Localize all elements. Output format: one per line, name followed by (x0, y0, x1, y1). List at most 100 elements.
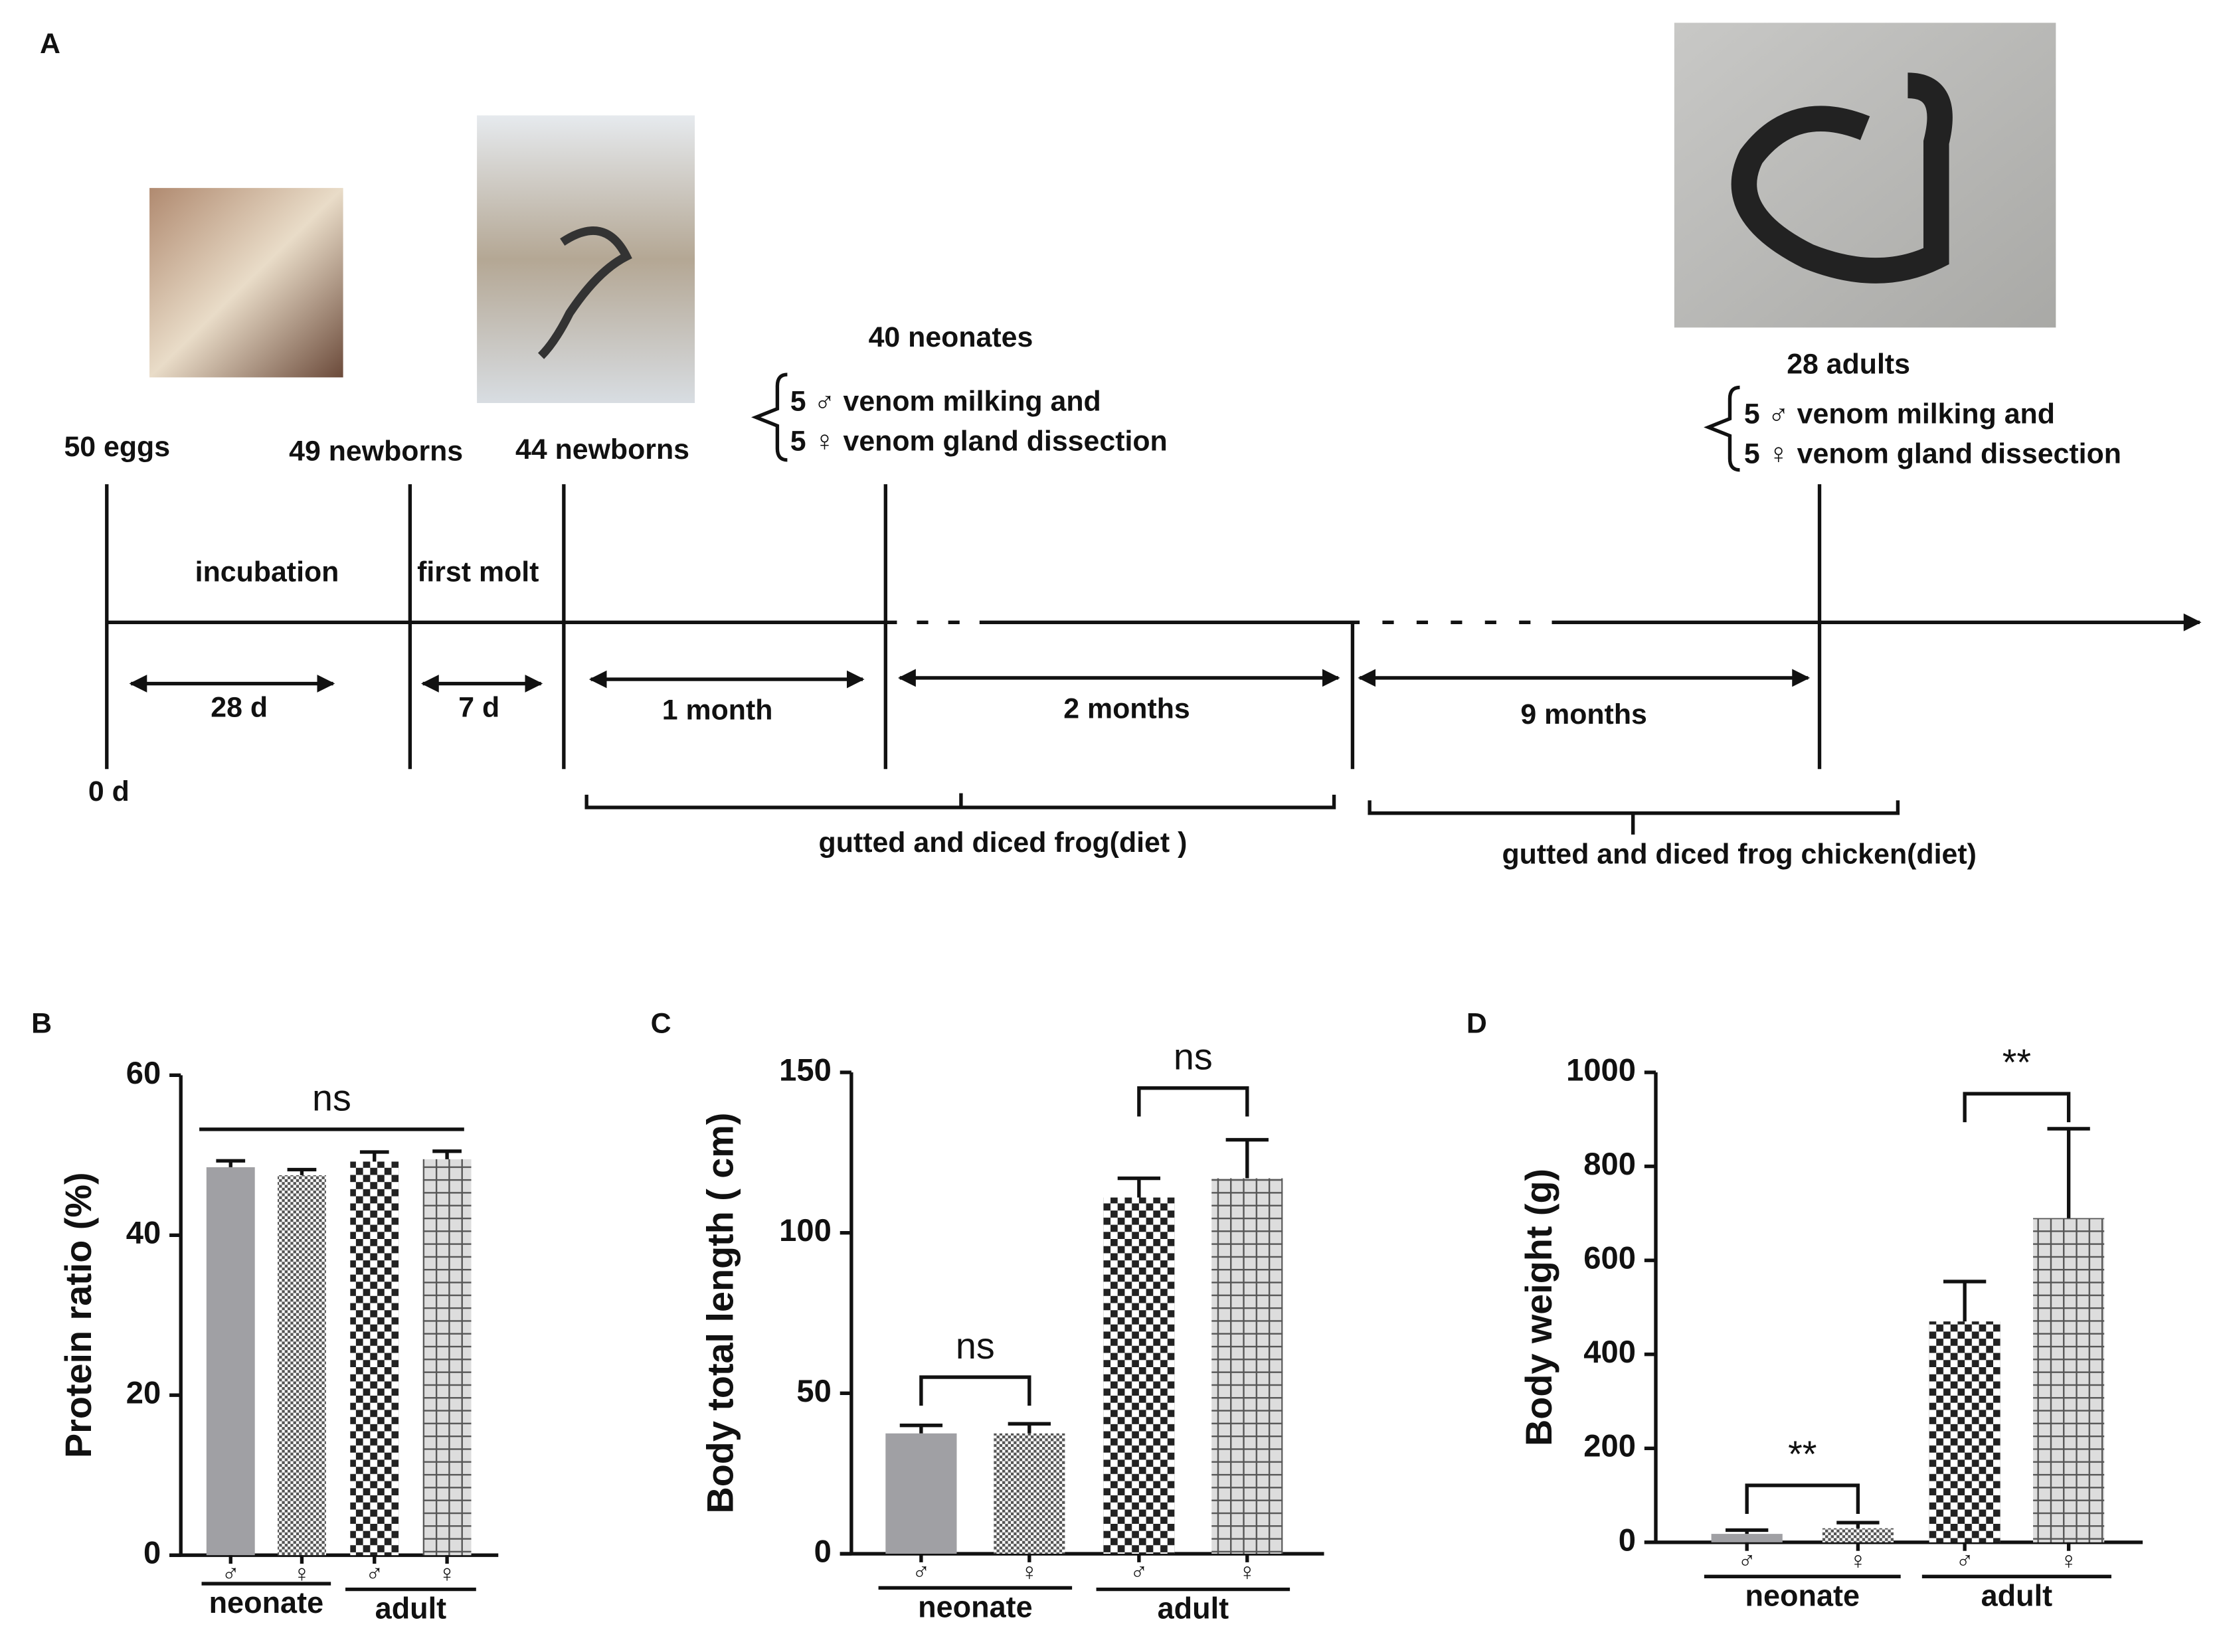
error-bar (1008, 1422, 1051, 1434)
error-bar (432, 1149, 462, 1159)
y-tick-label: 200 (1583, 1428, 1636, 1463)
x-tick-label: ♀ (438, 1560, 456, 1587)
snake-shape (1731, 72, 1953, 284)
y-tick-label: 20 (126, 1375, 161, 1410)
significance-bracket (1137, 1086, 1249, 1117)
duration: 2 months (1063, 693, 1190, 725)
duration: 7 d (458, 691, 499, 723)
significance-label: ns (312, 1078, 351, 1119)
photo-eggs (149, 188, 343, 378)
duration: 9 months (1520, 699, 1647, 730)
event: 28 adults (1787, 349, 1910, 380)
group-label: adult (1158, 1592, 1229, 1625)
duration: 28 d (211, 691, 268, 723)
y-tick-label: 0 (143, 1535, 161, 1570)
y-axis-label: Protein ratio (%) (58, 1172, 99, 1458)
x-tick-label: ♀ (1238, 1558, 1256, 1586)
x-tick-label: ♀ (1020, 1558, 1038, 1586)
bar (1929, 1321, 2000, 1542)
significance-label: ** (1788, 1434, 1817, 1475)
error-bar (359, 1150, 389, 1162)
error-bar (216, 1159, 246, 1167)
y-tick-label: 150 (779, 1052, 832, 1087)
stage-lines (105, 484, 1822, 770)
significance-label: ns (1174, 1036, 1213, 1077)
y-tick-label: 60 (126, 1055, 161, 1090)
significance-bracket (919, 1375, 1031, 1406)
significance-bracket (1963, 1092, 2071, 1123)
y-tick-label: 800 (1583, 1146, 1636, 1181)
x-tick-label: ♂ (365, 1560, 383, 1587)
diet: gutted and diced frog chicken(diet) (1502, 838, 1976, 870)
significance-label: ** (2002, 1042, 2031, 1083)
y-tick-label: 0 (1619, 1522, 1636, 1557)
panel-label: B (31, 1008, 52, 1040)
bar (994, 1433, 1065, 1554)
start-label: 0 d (88, 776, 130, 807)
sampling: 5 ♂ venom milking and (790, 385, 1101, 417)
panel-label: A (40, 28, 60, 60)
bar (422, 1159, 472, 1556)
y-tick-label: 100 (779, 1212, 832, 1248)
sampling: 5 ♀ venom gland dissection (1744, 438, 2121, 470)
photo-newborn (477, 115, 695, 403)
error-bar (287, 1167, 317, 1175)
error-bar (1225, 1137, 1269, 1179)
phase: incubation (195, 556, 339, 588)
duration-arrows (129, 669, 1811, 693)
bar (1711, 1534, 1783, 1542)
y-tick-label: 600 (1583, 1240, 1636, 1276)
x-tick-label: ♂ (1130, 1558, 1148, 1586)
error-bar (1117, 1176, 1161, 1198)
group-label: neonate (918, 1590, 1033, 1624)
error-bar (1726, 1528, 1769, 1534)
bar (2033, 1218, 2105, 1542)
error-bar (899, 1424, 943, 1434)
group-label: neonate (1745, 1578, 1860, 1612)
y-tick-label: 50 (796, 1373, 831, 1408)
y-axis-label: Body total length ( cm) (700, 1113, 741, 1514)
bar (885, 1433, 957, 1554)
sampling: 5 ♀ venom gland dissection (790, 425, 1168, 457)
diet-bracket (584, 793, 1336, 809)
phase: first molt (417, 556, 539, 588)
y-axis-label: Body weight (g) (1518, 1169, 1559, 1446)
sampling: 5 ♂ venom milking and (1744, 398, 2055, 430)
diet-bracket (1368, 800, 1900, 835)
panel-label: C (651, 1008, 671, 1040)
bar (350, 1161, 399, 1556)
y-tick-label: 40 (126, 1215, 161, 1250)
event: 50 eggs (64, 431, 170, 463)
x-tick-label: ♀ (1849, 1546, 1867, 1574)
bar (278, 1175, 326, 1556)
event: 40 neonates (869, 321, 1033, 353)
bar (1822, 1528, 1894, 1542)
error-bar (2047, 1127, 2090, 1218)
bar (1211, 1178, 1283, 1554)
snake-shape (537, 226, 632, 359)
y-tick-label: 400 (1583, 1334, 1636, 1369)
duration: 1 month (662, 695, 773, 726)
event: 44 newborns (515, 434, 689, 465)
y-tick-label: 0 (814, 1533, 832, 1568)
event: 49 newborns (289, 435, 463, 467)
brace (1704, 385, 1740, 472)
x-tick-label: ♂ (1738, 1546, 1756, 1574)
x-tick-label: ♀ (2060, 1546, 2078, 1574)
group-label: neonate (209, 1586, 324, 1619)
brace (751, 372, 788, 462)
bar (206, 1167, 255, 1556)
error-bar (1836, 1521, 1880, 1528)
diet: gutted and diced frog(diet ) (819, 827, 1188, 859)
group-label: adult (1981, 1578, 2053, 1612)
significance-bracket (1745, 1483, 1860, 1514)
significance-label: ns (956, 1325, 995, 1366)
error-bar (1943, 1280, 1987, 1322)
group-label: adult (375, 1592, 447, 1625)
bar (1103, 1197, 1175, 1554)
y-tick-label: 1000 (1566, 1052, 1636, 1087)
panel-label: D (1466, 1008, 1487, 1040)
x-tick-label: ♂ (912, 1558, 930, 1586)
x-tick-label: ♂ (1955, 1546, 1973, 1574)
